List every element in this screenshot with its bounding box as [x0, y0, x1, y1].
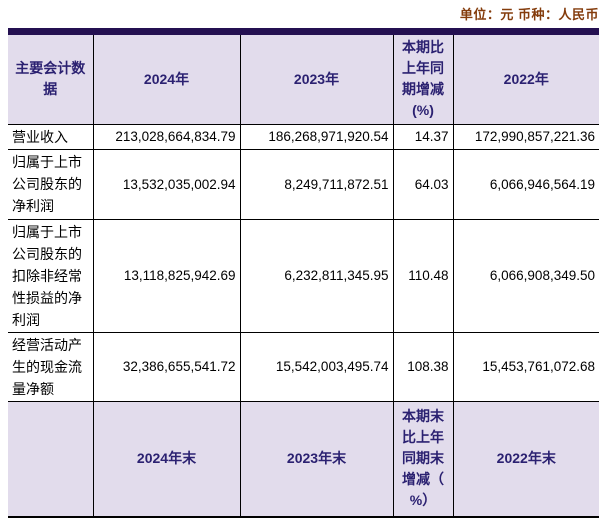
table-header-row-year-end: 2024年末 2023年末 本期末 比上年 同期末 增减（ %） 2022年末	[8, 400, 599, 518]
key-financials-table-wrap: 主要会计数据 2024年 2023年 本期比 上年同 期增减 (%) 2022年…	[8, 28, 599, 518]
header-2024-year-end: 2024年末	[92, 400, 241, 518]
value-yoy-change: 14.37	[392, 123, 454, 150]
value-2023: 8,249,711,872.51	[239, 148, 394, 220]
value-2024: 213,028,664,834.79	[92, 123, 241, 150]
value-yoy-change: 108.38	[392, 331, 454, 402]
value-yoy-change: 64.03	[392, 148, 454, 220]
metric-label: 归属于上市公司股东的净利润	[8, 148, 94, 220]
value-2022: 15,453,761,072.68	[452, 331, 599, 402]
table-row-operating-cash-flow: 经营活动产生的现金流量净额 32,386,655,541.72 15,542,0…	[8, 331, 599, 402]
header-metric: 主要会计数据	[8, 35, 94, 125]
metric-label: 经营活动产生的现金流量净额	[8, 331, 94, 402]
table-row-net-profit: 归属于上市公司股东的净利润 13,532,035,002.94 8,249,71…	[8, 148, 599, 220]
table-row-net-profit-excl-nonrecurring: 归属于上市公司股东的扣除非经常性损益的净利润 13,118,825,942.69…	[8, 218, 599, 333]
table-header-row-annual: 主要会计数据 2024年 2023年 本期比 上年同 期增减 (%) 2022年	[8, 35, 599, 125]
value-2022: 6,066,908,349.50	[452, 218, 599, 333]
header-2024: 2024年	[92, 35, 241, 125]
header-2022: 2022年	[452, 35, 599, 125]
value-2024: 32,386,655,541.72	[92, 331, 241, 402]
value-2022: 6,066,946,564.19	[452, 148, 599, 220]
value-2022: 172,990,857,221.36	[452, 123, 599, 150]
value-2024: 13,532,035,002.94	[92, 148, 241, 220]
metric-label: 归属于上市公司股东的扣除非经常性损益的净利润	[8, 218, 94, 333]
header-2023-year-end: 2023年末	[239, 400, 394, 518]
header-2023: 2023年	[239, 35, 394, 125]
key-financials-table: 主要会计数据 2024年 2023年 本期比 上年同 期增减 (%) 2022年…	[8, 35, 599, 518]
header-yoy-change: 本期比 上年同 期增减 (%)	[392, 35, 454, 125]
table-row-revenue: 营业收入 213,028,664,834.79 186,268,971,920.…	[8, 123, 599, 150]
header-2022-year-end: 2022年末	[452, 400, 599, 518]
header-period-end-change: 本期末 比上年 同期末 增减（ %）	[392, 400, 454, 518]
value-yoy-change: 110.48	[392, 218, 454, 333]
metric-label: 营业收入	[8, 123, 94, 150]
header-metric-empty	[8, 400, 94, 518]
value-2023: 6,232,811,345.95	[239, 218, 394, 333]
value-2023: 15,542,003,495.74	[239, 331, 394, 402]
value-2024: 13,118,825,942.69	[92, 218, 241, 333]
unit-currency-caption: 单位：元 币种：人民币	[459, 7, 599, 22]
value-2023: 186,268,971,920.54	[239, 123, 394, 150]
